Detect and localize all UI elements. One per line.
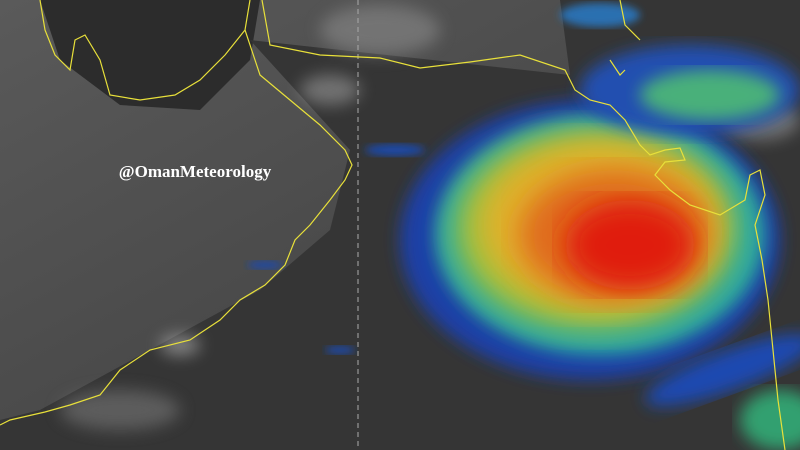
watermark: @OmanMeteorology <box>119 162 272 181</box>
storm <box>247 3 800 450</box>
